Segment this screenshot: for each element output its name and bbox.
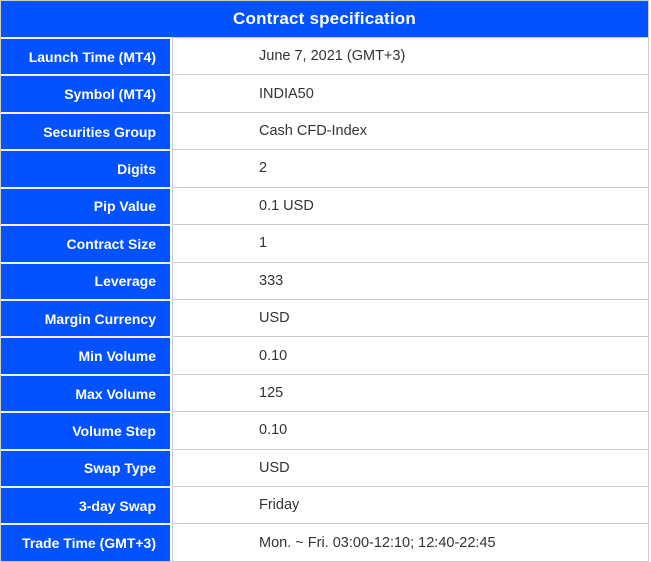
table-row: Pip Value 0.1 USD [1, 186, 648, 225]
row-label-securities-group: Securities Group [1, 111, 172, 150]
row-value-margin-currency: USD [172, 298, 648, 337]
table-row: Securities Group Cash CFD-Index [1, 111, 648, 150]
row-label-3-day-swap: 3-day Swap [1, 486, 172, 524]
table-row: Margin Currency USD [1, 298, 648, 337]
row-value-volume-step: 0.10 [172, 411, 648, 449]
table-row: Trade Time (GMT+3) Mon. ~ Fri. 03:00-12:… [1, 523, 648, 561]
row-value-launch-time: June 7, 2021 (GMT+3) [172, 37, 648, 75]
table-row: Symbol (MT4) INDIA50 [1, 74, 648, 112]
row-label-pip-value: Pip Value [1, 186, 172, 225]
row-value-digits: 2 [172, 149, 648, 187]
row-value-pip-value: 0.1 USD [172, 186, 648, 225]
row-value-3-day-swap: Friday [172, 486, 648, 524]
row-value-max-volume: 125 [172, 373, 648, 412]
table-row: Swap Type USD [1, 448, 648, 487]
table-row: Min Volume 0.10 [1, 336, 648, 374]
row-value-trade-time: Mon. ~ Fri. 03:00-12:10; 12:40-22:45 [172, 523, 648, 561]
table-row: 3-day Swap Friday [1, 486, 648, 524]
row-label-volume-step: Volume Step [1, 411, 172, 449]
row-value-leverage: 333 [172, 261, 648, 299]
row-value-contract-size: 1 [172, 224, 648, 262]
row-label-swap-type: Swap Type [1, 448, 172, 487]
table-row: Leverage 333 [1, 261, 648, 299]
row-label-symbol: Symbol (MT4) [1, 74, 172, 112]
table-row: Max Volume 125 [1, 373, 648, 412]
row-value-swap-type: USD [172, 448, 648, 487]
table-row: Volume Step 0.10 [1, 411, 648, 449]
table-row: Digits 2 [1, 149, 648, 187]
row-label-launch-time: Launch Time (MT4) [1, 37, 172, 75]
table-row: Contract Size 1 [1, 224, 648, 262]
row-value-securities-group: Cash CFD-Index [172, 111, 648, 150]
row-label-min-volume: Min Volume [1, 336, 172, 374]
row-value-min-volume: 0.10 [172, 336, 648, 374]
row-label-trade-time: Trade Time (GMT+3) [1, 523, 172, 561]
row-label-contract-size: Contract Size [1, 224, 172, 262]
table-row: Launch Time (MT4) June 7, 2021 (GMT+3) [1, 37, 648, 75]
row-label-leverage: Leverage [1, 261, 172, 299]
row-value-symbol: INDIA50 [172, 74, 648, 112]
table-title: Contract specification [1, 1, 648, 37]
row-label-digits: Digits [1, 149, 172, 187]
row-label-margin-currency: Margin Currency [1, 298, 172, 337]
row-label-max-volume: Max Volume [1, 373, 172, 412]
